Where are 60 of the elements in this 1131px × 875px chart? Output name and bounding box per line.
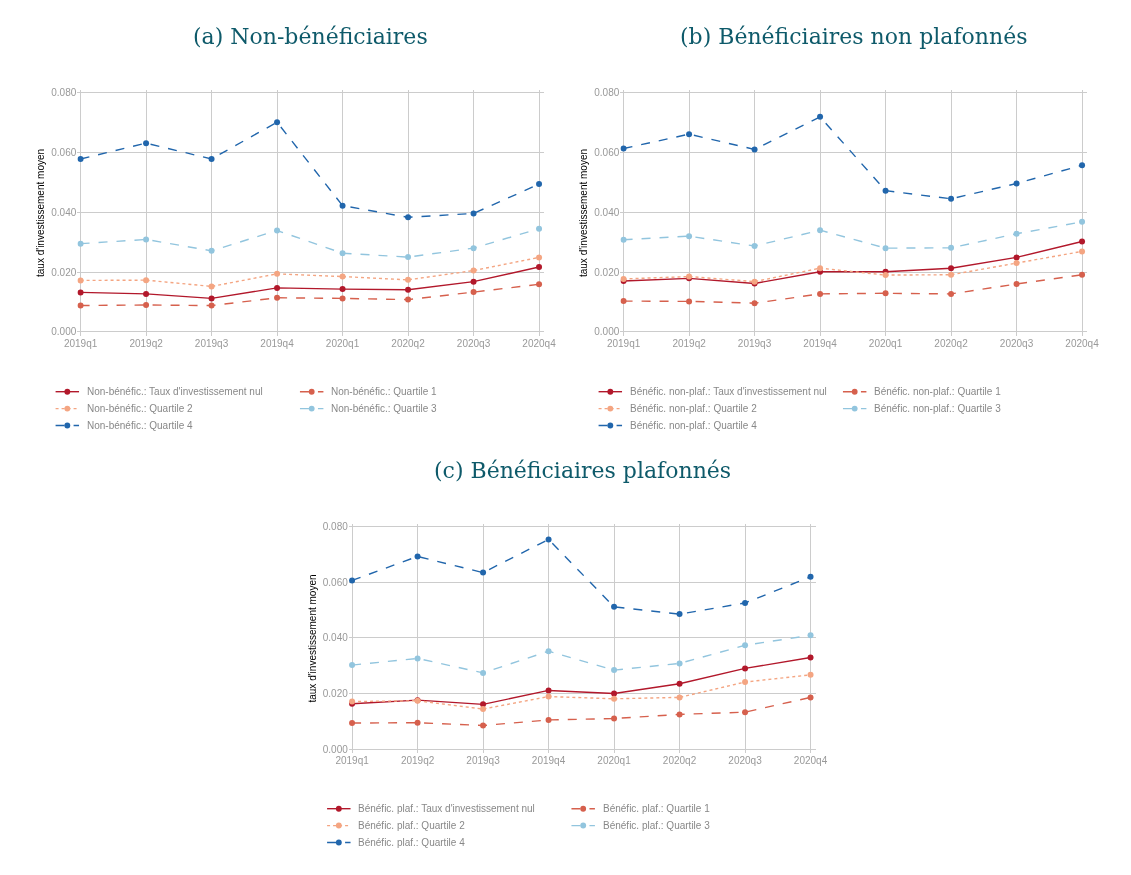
y-tick-label: 0.040	[322, 632, 349, 644]
y-tick-label: 0.020	[322, 687, 349, 699]
x-tick-label: 2019q1	[63, 338, 98, 350]
x-tick-label: 2019q4	[260, 338, 295, 350]
x-tick-label: 2020q4	[1065, 338, 1100, 350]
x-tick-label: 2019q3	[737, 338, 772, 350]
legend-label: Bénéfic. plaf.: Quartile 3	[603, 820, 711, 831]
x-tick-label: 2019q4	[531, 755, 566, 767]
y-tick-label: 0.060	[51, 146, 77, 158]
y-tick-label: 0.000	[594, 326, 620, 338]
x-tick-label: 2019q1	[606, 338, 641, 350]
x-tick-label: 2020q3	[456, 338, 491, 350]
y-tick-label: 0.060	[594, 146, 620, 158]
x-tick-label: 2019q1	[335, 755, 370, 767]
legend-label: Non-bénéfic.: Taux d'investissement nul	[87, 386, 263, 397]
x-tick-label: 2020q1	[597, 755, 632, 767]
legend-label: Bénéfic. non-plaf.: Quartile 4	[630, 420, 758, 431]
legend-label: Bénéfic. non-plaf.: Quartile 1	[874, 386, 1002, 397]
y-tick-label: 0.000	[322, 743, 349, 755]
chart-title: (c) Bénéficiaires plafonnés	[434, 458, 732, 483]
legend-label: Non-bénéfic.: Quartile 1	[331, 386, 438, 397]
y-tick-label: 0.040	[594, 206, 620, 218]
y-axis-title: taux d'investissement moyen	[578, 148, 590, 278]
y-tick-label: 0.000	[51, 326, 77, 338]
y-tick-label: 0.080	[51, 87, 77, 99]
x-tick-label: 2020q2	[934, 338, 969, 350]
y-tick-label: 0.080	[594, 87, 620, 99]
legend-label: Bénéfic. non-plaf.: Quartile 2	[630, 403, 758, 414]
legend-label: Bénéfic. non-plaf.: Quartile 3	[874, 403, 1002, 414]
x-tick-label: 2020q1	[325, 338, 360, 350]
y-tick-label: 0.020	[594, 266, 620, 278]
x-tick-label: 2020q1	[868, 338, 903, 350]
x-tick-label: 2020q2	[391, 338, 426, 350]
x-tick-label: 2019q4	[803, 338, 838, 350]
chart-title: (b) Bénéficiaires non plafonnés	[680, 24, 1028, 49]
legend-label: Bénéfic. plaf.: Taux d'investissement nul	[358, 803, 535, 814]
legend-label: Bénéfic. plaf.: Quartile 2	[358, 820, 466, 831]
legend-label: Bénéfic. plaf.: Quartile 1	[603, 803, 711, 814]
legend-label: Non-bénéfic.: Quartile 4	[87, 420, 194, 431]
y-axis-title: taux d'investissement moyen	[306, 574, 318, 703]
legend-label: Bénéfic. plaf.: Quartile 4	[358, 837, 466, 848]
x-tick-label: 2019q2	[672, 338, 707, 350]
x-tick-label: 2019q2	[129, 338, 164, 350]
x-tick-label: 2020q3	[999, 338, 1034, 350]
y-axis-title: taux d'investissement moyen	[35, 148, 47, 278]
chart-title: (a) Non-bénéficiaires	[193, 24, 428, 49]
x-tick-label: 2020q3	[728, 755, 763, 767]
y-tick-label: 0.060	[322, 576, 349, 588]
y-tick-label: 0.020	[51, 266, 77, 278]
x-tick-label: 2019q3	[466, 755, 501, 767]
legend-label: Bénéfic. non-plaf.: Taux d'investissement nul	[630, 386, 827, 397]
x-tick-label: 2020q4	[793, 755, 828, 767]
y-tick-label: 0.040	[51, 206, 77, 218]
legend-label: Non-bénéfic.: Quartile 2	[87, 403, 194, 414]
x-tick-label: 2019q3	[194, 338, 229, 350]
x-tick-label: 2019q2	[400, 755, 435, 767]
x-tick-label: 2020q2	[662, 755, 697, 767]
x-tick-label: 2020q4	[522, 338, 557, 350]
legend-label: Non-bénéfic.: Quartile 3	[331, 403, 438, 414]
y-tick-label: 0.080	[322, 520, 349, 532]
